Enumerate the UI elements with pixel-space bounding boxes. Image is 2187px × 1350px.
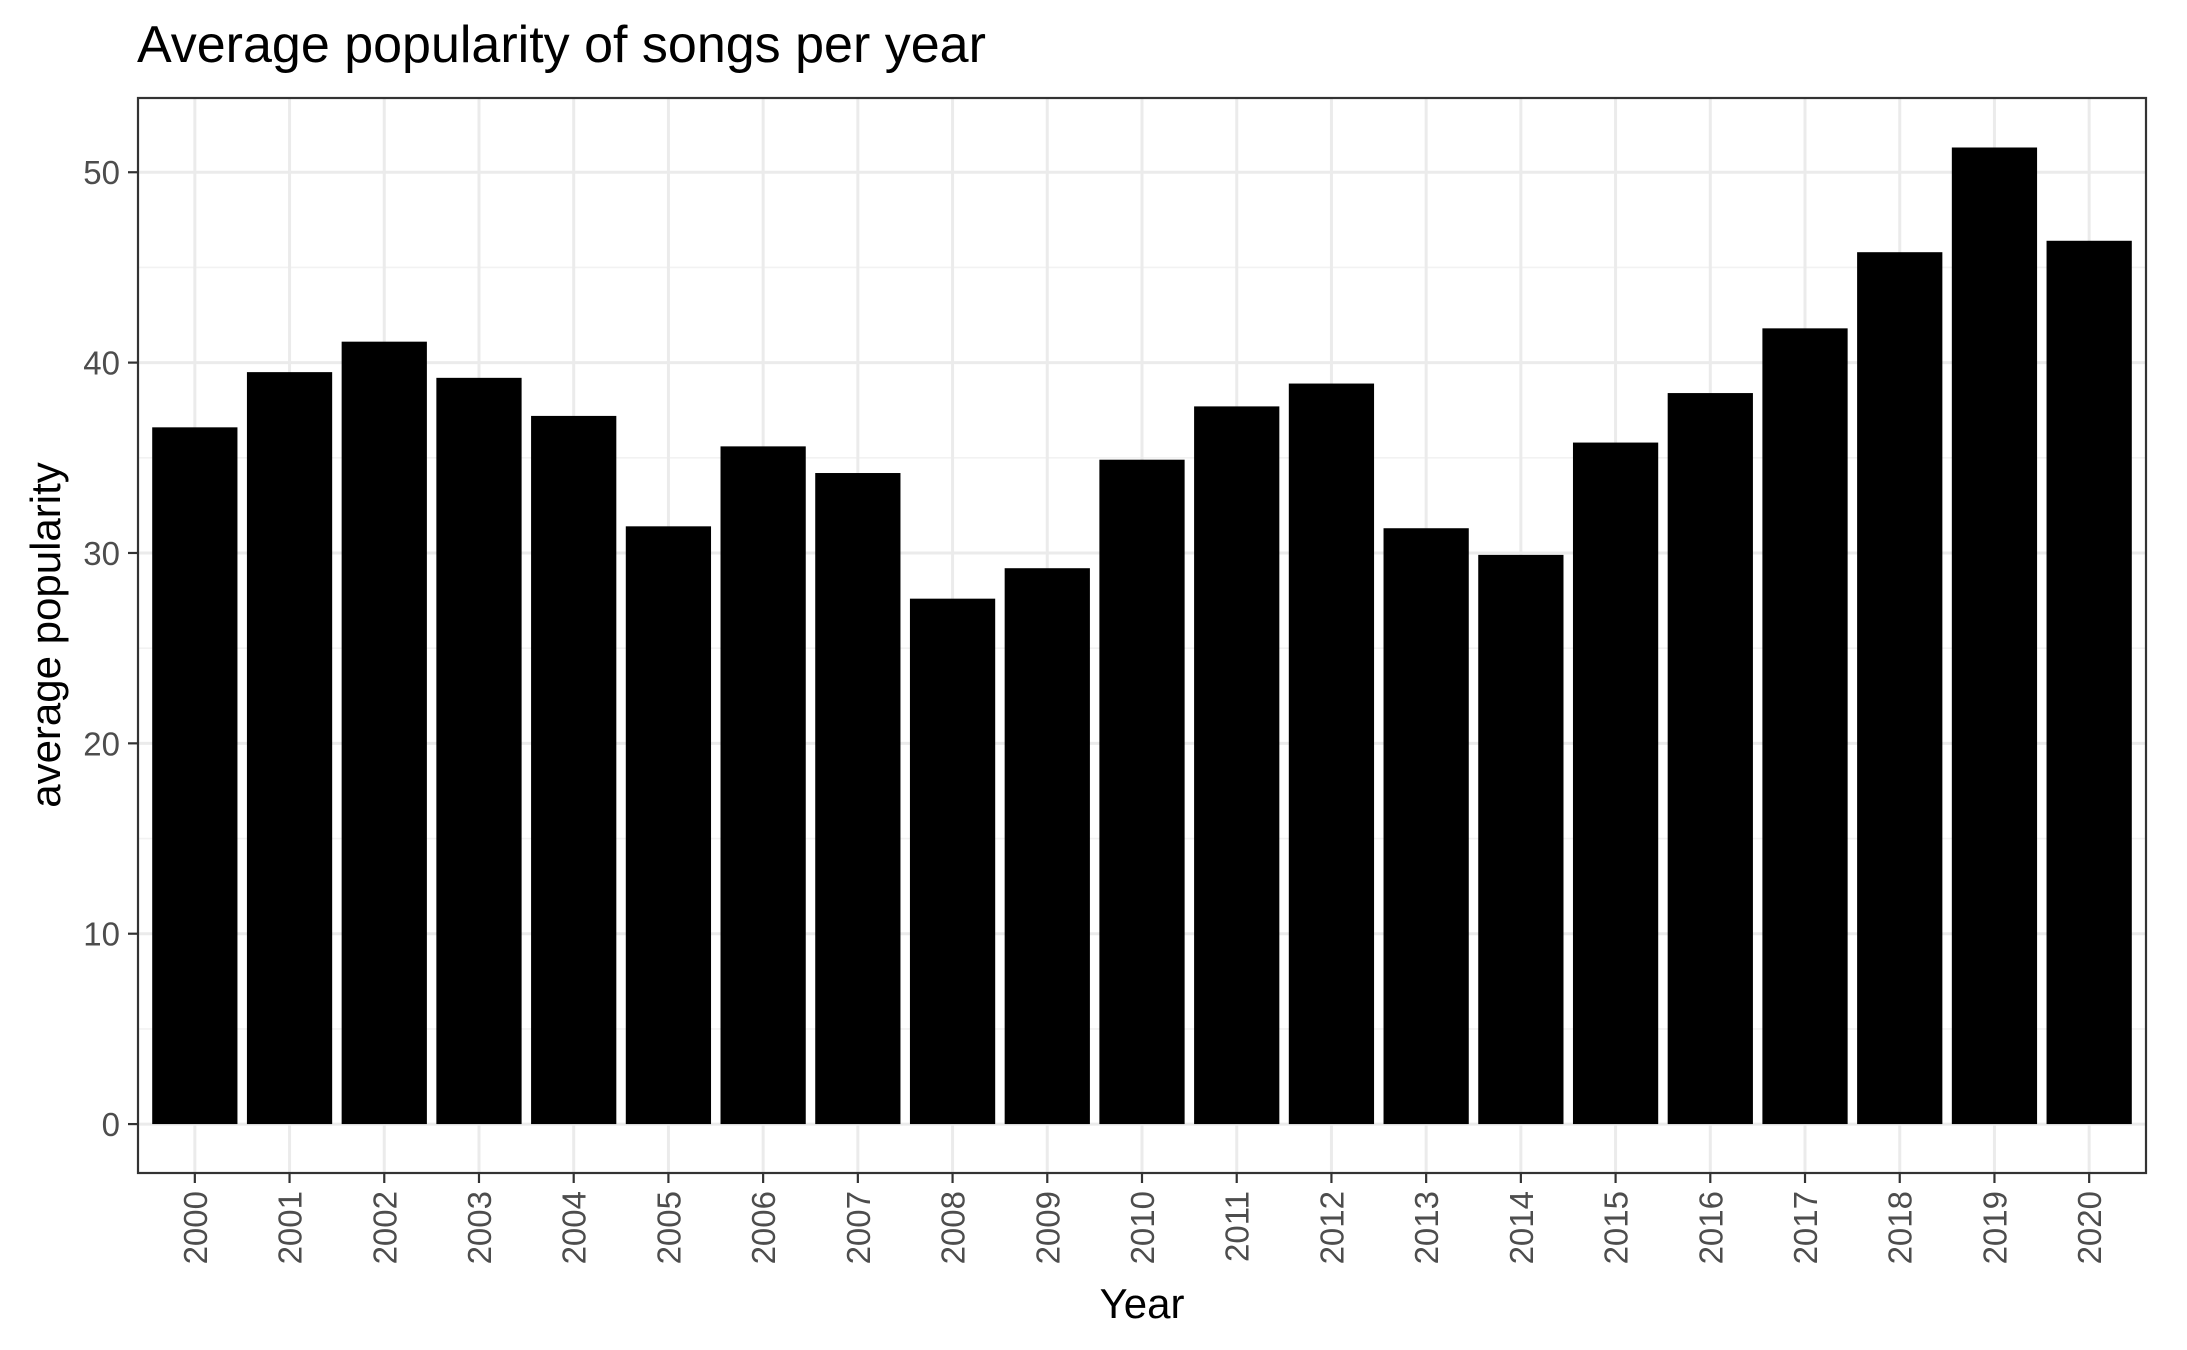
bar-2017 [1762, 328, 1848, 1125]
chart-title: Average popularity of songs per year [137, 16, 986, 74]
y-axis-title: average popularity [22, 462, 69, 808]
bar-2020 [2046, 240, 2132, 1125]
x-tick-label: 2009 [1029, 1191, 1066, 1264]
bar-2006 [720, 446, 806, 1125]
x-tick-label: 2010 [1124, 1191, 1161, 1264]
x-tick-label: 2011 [1219, 1191, 1256, 1262]
x-tick-label: 2019 [1976, 1191, 2013, 1264]
bar-2015 [1572, 442, 1659, 1125]
x-tick-label: 2006 [745, 1191, 782, 1264]
x-tick-label: 2005 [650, 1191, 687, 1264]
y-tick-label: 50 [83, 154, 120, 191]
x-tick-label: 2020 [2071, 1191, 2108, 1264]
x-tick-label: 2015 [1598, 1191, 1635, 1264]
bar-2000 [152, 427, 238, 1125]
x-tick-label: 2017 [1787, 1191, 1824, 1264]
y-tick-label: 20 [83, 725, 120, 762]
x-tick-label: 2002 [366, 1191, 403, 1264]
x-tick-label: 2012 [1313, 1191, 1350, 1264]
bar-2016 [1667, 393, 1753, 1125]
x-tick-label: 2001 [272, 1191, 309, 1264]
bar-2009 [1004, 568, 1090, 1125]
x-axis: 2000 2001 2002 2003 2004 2005 2006 2007 2008 2009… [177, 1173, 2108, 1264]
bar-2002 [341, 341, 427, 1125]
x-tick-label: 2007 [840, 1191, 877, 1264]
x-tick-label: 2004 [556, 1191, 593, 1264]
y-axis: 0 10 20 30 40 50 [83, 154, 138, 1143]
y-tick-label: 40 [83, 345, 120, 382]
plot-panel: 0 10 20 30 40 50 2000 2001 2002 2003 2004 2005 2006… [83, 96, 2148, 1264]
bar-2003 [436, 377, 522, 1125]
bar-2011 [1194, 406, 1280, 1125]
bar-2007 [815, 473, 901, 1125]
bar-2005 [625, 526, 712, 1125]
x-tick-label: 2013 [1408, 1191, 1445, 1264]
x-tick-label: 2008 [935, 1191, 972, 1264]
y-tick-label: 30 [83, 535, 120, 572]
x-tick-label: 2016 [1692, 1191, 1729, 1264]
y-tick-label: 10 [83, 916, 120, 953]
bar-2001 [246, 372, 333, 1125]
bar-2004 [531, 415, 617, 1125]
x-tick-label: 2000 [177, 1191, 214, 1264]
bar-2019 [1951, 147, 2038, 1125]
bar-2012 [1288, 383, 1375, 1125]
bar-2013 [1383, 528, 1469, 1125]
bar-2008 [909, 598, 996, 1125]
bars [152, 147, 2132, 1125]
bar-2018 [1857, 252, 1943, 1125]
x-tick-label: 2014 [1503, 1191, 1540, 1264]
x-tick-label: 2003 [461, 1191, 498, 1264]
bar-2010 [1099, 459, 1185, 1125]
y-tick-label: 0 [102, 1106, 120, 1143]
x-tick-label: 2018 [1882, 1191, 1919, 1264]
bar-2014 [1478, 554, 1564, 1125]
x-axis-title: Year [1100, 1280, 1185, 1327]
